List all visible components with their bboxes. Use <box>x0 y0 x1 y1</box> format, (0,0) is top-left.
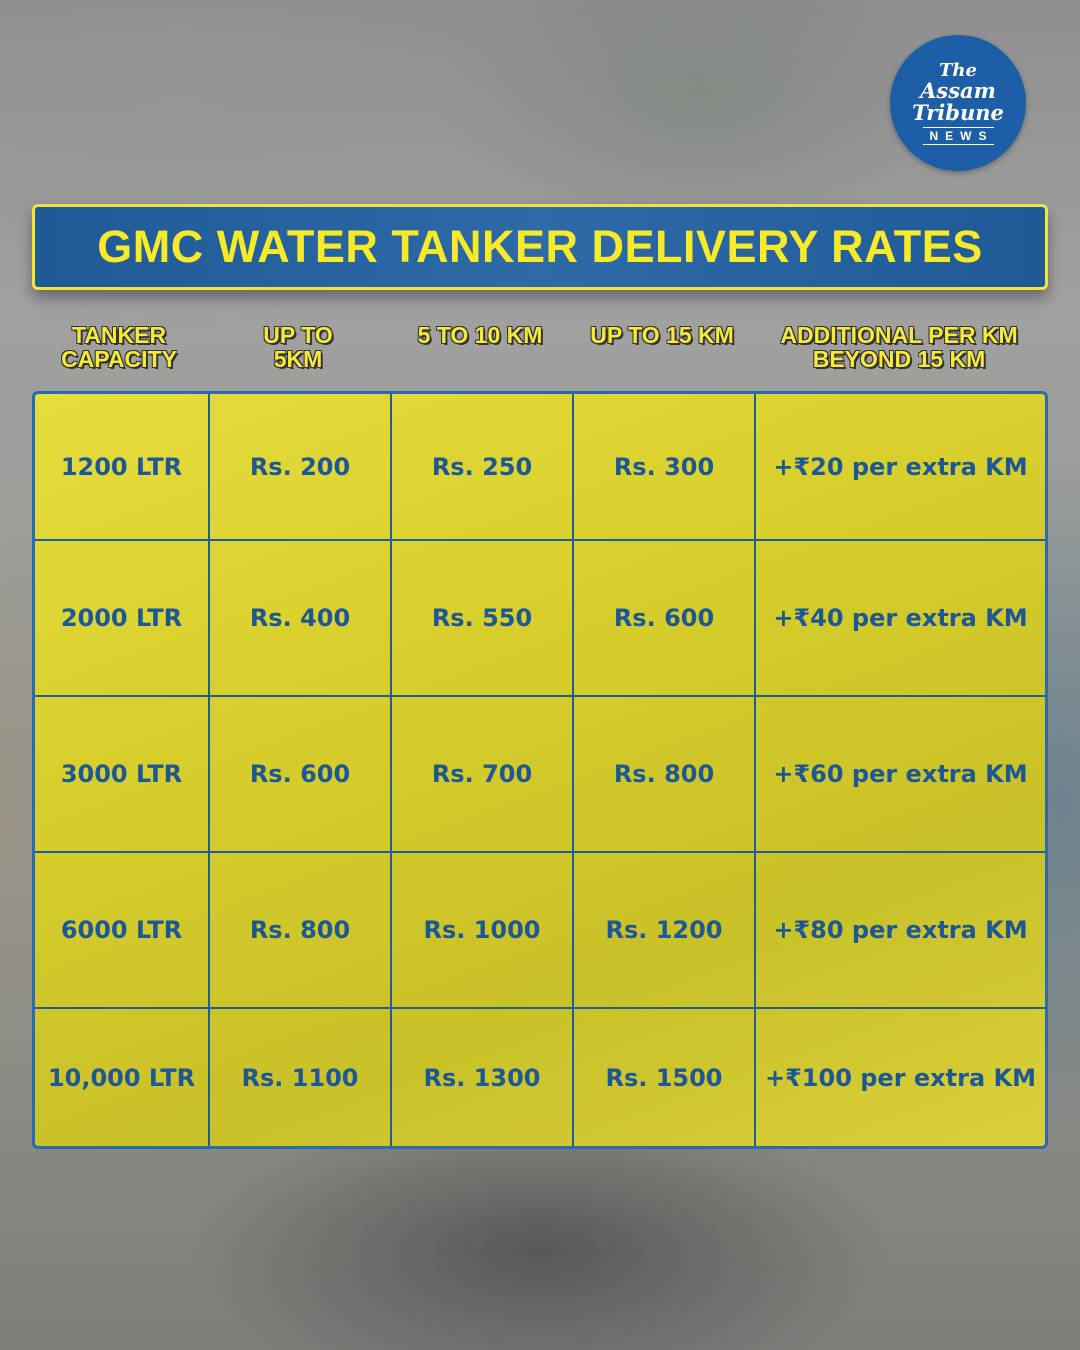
rate-cell: Rs. 1200 <box>572 851 756 1009</box>
extra-rate-cell: +₹80 per extra KM <box>754 851 1045 1009</box>
capacity-cell: 6000 LTR <box>35 851 210 1009</box>
extra-rate-cell: +₹20 per extra KM <box>754 394 1045 541</box>
logo-line-tribune: Tribune <box>912 100 1004 125</box>
rate-cell: Rs. 1100 <box>208 1007 392 1146</box>
logo-line-news: NEWS <box>922 127 994 145</box>
column-header-5-to-10km: 5 TO 10 KM <box>417 322 543 348</box>
column-header-capacity: TANKER CAPACITY <box>61 322 177 372</box>
assam-tribune-logo: The Assam Tribune NEWS <box>890 35 1026 171</box>
rate-cell: Rs. 550 <box>390 539 574 697</box>
rate-cell: Rs. 800 <box>572 695 756 853</box>
extra-rate-cell: +₹100 per extra KM <box>754 1007 1045 1146</box>
capacity-cell: 10,000 LTR <box>35 1007 210 1146</box>
column-header-up-to-5km: UP TO 5KM <box>263 322 333 372</box>
capacity-cell: 1200 LTR <box>35 394 210 541</box>
rate-cell: Rs. 1000 <box>390 851 574 1009</box>
table-row: 1200 LTR Rs. 200 Rs. 250 Rs. 300 +₹20 pe… <box>35 394 1045 541</box>
rate-cell: Rs. 250 <box>390 394 574 541</box>
rates-table: 1200 LTR Rs. 200 Rs. 250 Rs. 300 +₹20 pe… <box>32 391 1048 1149</box>
table-row: 2000 LTR Rs. 400 Rs. 550 Rs. 600 +₹40 pe… <box>35 539 1045 697</box>
rate-cell: Rs. 600 <box>208 695 392 853</box>
logo-line-the: The <box>939 60 977 81</box>
rate-cell: Rs. 600 <box>572 539 756 697</box>
table-row: 6000 LTR Rs. 800 Rs. 1000 Rs. 1200 +₹80 … <box>35 851 1045 1009</box>
page-title: GMC WATER TANKER DELIVERY RATES <box>97 221 983 272</box>
extra-rate-cell: +₹40 per extra KM <box>754 539 1045 697</box>
rate-cell: Rs. 300 <box>572 394 756 541</box>
rate-cell: Rs. 800 <box>208 851 392 1009</box>
rate-cell: Rs. 200 <box>208 394 392 541</box>
capacity-cell: 3000 LTR <box>35 695 210 853</box>
logo-line-assam: Assam <box>920 78 996 103</box>
table-row: 3000 LTR Rs. 600 Rs. 700 Rs. 800 +₹60 pe… <box>35 695 1045 853</box>
capacity-cell: 2000 LTR <box>35 539 210 697</box>
column-header-up-to-15km: UP TO 15 KM <box>590 322 734 348</box>
extra-rate-cell: +₹60 per extra KM <box>754 695 1045 853</box>
column-header-additional-per-km: ADDITIONAL PER KM BEYOND 15 KM <box>780 322 1018 372</box>
rate-cell: Rs. 400 <box>208 539 392 697</box>
title-banner: GMC WATER TANKER DELIVERY RATES <box>32 204 1048 290</box>
rate-cell: Rs. 700 <box>390 695 574 853</box>
table-row: 10,000 LTR Rs. 1100 Rs. 1300 Rs. 1500 +₹… <box>35 1007 1045 1146</box>
rate-cell: Rs. 1500 <box>572 1007 756 1146</box>
rate-cell: Rs. 1300 <box>390 1007 574 1146</box>
